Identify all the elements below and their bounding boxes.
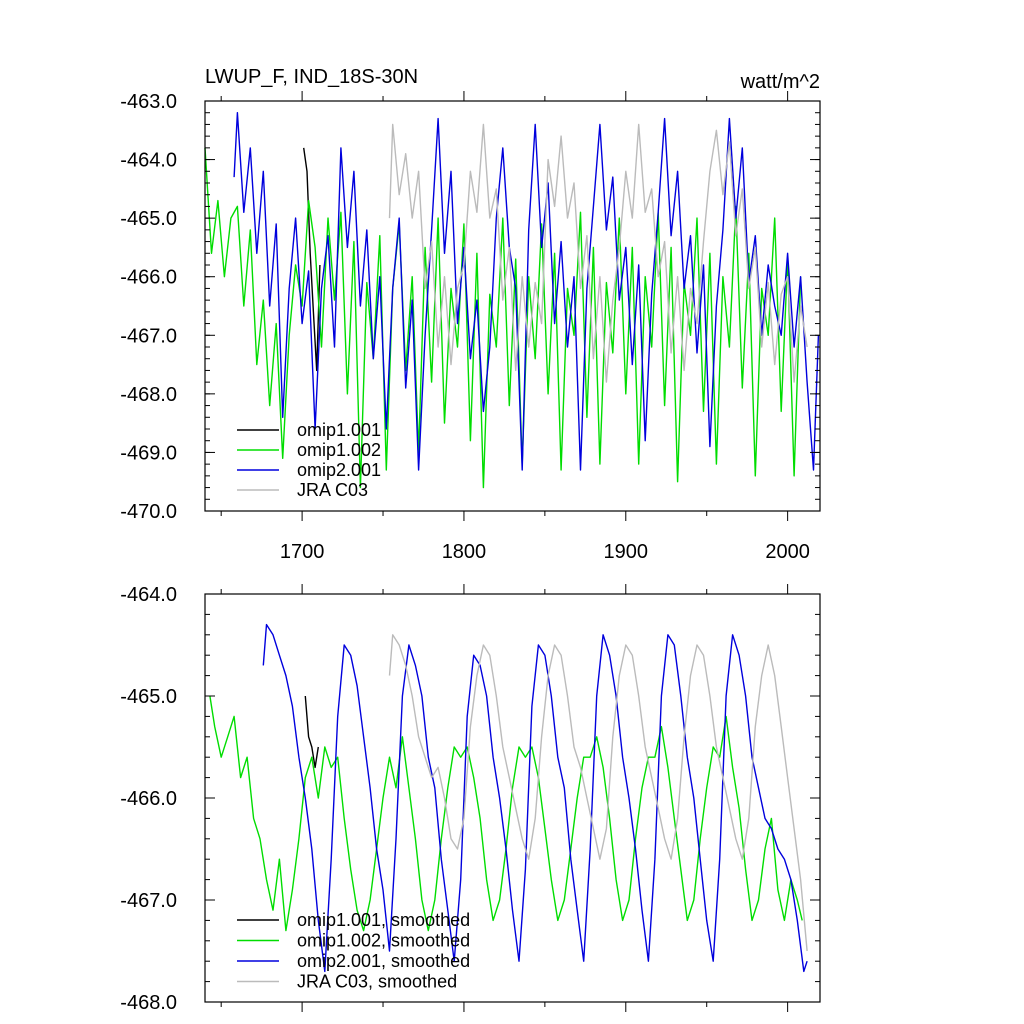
y-tick-label: -466.0 <box>120 788 177 810</box>
y-tick-label: -468.0 <box>120 384 177 406</box>
legend-label: omip1.001, smoothed <box>297 910 470 930</box>
series-line <box>262 623 808 973</box>
legend-label: omip1.001 <box>297 420 381 440</box>
x-tick-label: 1800 <box>442 541 487 563</box>
y-tick-label: -465.0 <box>120 208 177 230</box>
series-line <box>303 147 321 372</box>
top-chart: LWUP_F, IND_18S-30N watt/m^2 -463.0 -464.… <box>120 66 821 563</box>
series-line <box>304 695 319 769</box>
legend-label: omip1.002, smoothed <box>297 931 470 951</box>
tick-layer: -464.0 -465.0 -466.0 -467.0 -468.0 <box>120 584 820 1014</box>
series-line <box>388 123 808 383</box>
chart-title: LWUP_F, IND_18S-30N <box>205 66 418 88</box>
x-tick-label: 2000 <box>765 541 810 563</box>
plot-frame <box>204 593 821 1003</box>
y-tick-label: -464.0 <box>120 150 177 172</box>
x-tick-label: 1700 <box>280 541 325 563</box>
x-tick-label: 1900 <box>604 541 649 563</box>
plot-frame <box>204 100 821 512</box>
legend-label: omip2.001, smoothed <box>297 951 470 971</box>
y-tick-label: -466.0 <box>120 267 177 289</box>
bottom-chart: -464.0 -465.0 -466.0 -467.0 -468.0 omip1.001… <box>120 584 821 1014</box>
series-line <box>233 111 820 471</box>
legend-label: omip2.001 <box>297 460 381 480</box>
series-layer <box>209 623 808 973</box>
y-tick-label: -468.0 <box>120 992 177 1014</box>
series-line <box>204 147 802 489</box>
legend-label: omip1.002 <box>297 440 381 460</box>
tick-layer: -463.0 -464.0 -465.0 -466.0 -467.0 -468.0 -469… <box>120 91 820 563</box>
y-tick-label: -463.0 <box>120 91 177 113</box>
series-line <box>209 695 803 932</box>
y-tick-label: -467.0 <box>120 890 177 912</box>
series-layer <box>204 111 820 489</box>
legend-label: JRA C03 <box>297 480 368 500</box>
y-tick-label: -464.0 <box>120 584 177 606</box>
units-label: watt/m^2 <box>740 71 820 93</box>
y-tick-label: -467.0 <box>120 325 177 347</box>
legend-label: JRA C03, smoothed <box>297 972 457 992</box>
series-line <box>388 634 808 952</box>
y-tick-label: -465.0 <box>120 686 177 708</box>
y-tick-label: -470.0 <box>120 501 177 523</box>
y-tick-label: -469.0 <box>120 442 177 464</box>
